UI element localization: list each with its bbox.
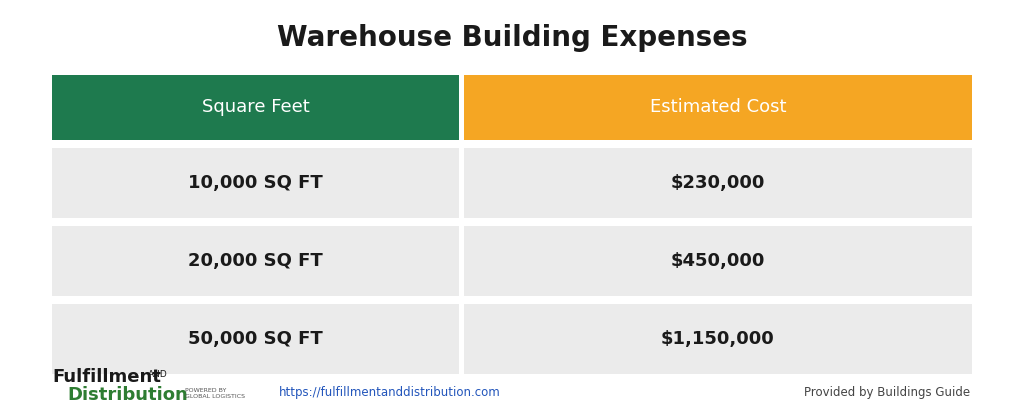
Text: $230,000: $230,000 bbox=[671, 174, 765, 192]
Bar bbox=[52, 75, 459, 140]
Text: Estimated Cost: Estimated Cost bbox=[649, 99, 786, 116]
Bar bbox=[52, 226, 459, 296]
Bar bbox=[464, 148, 972, 218]
Text: Warehouse Building Expenses: Warehouse Building Expenses bbox=[276, 24, 748, 52]
Text: https://fulfillmentanddistribution.com: https://fulfillmentanddistribution.com bbox=[280, 386, 501, 399]
Text: Distribution: Distribution bbox=[67, 386, 187, 404]
Bar bbox=[52, 148, 459, 218]
Text: $1,150,000: $1,150,000 bbox=[662, 330, 775, 348]
Bar bbox=[464, 75, 972, 140]
Text: Square Feet: Square Feet bbox=[202, 99, 309, 116]
Text: 20,000 SQ FT: 20,000 SQ FT bbox=[188, 252, 323, 270]
Text: POWERED BY
GLOBAL LOGISTICS: POWERED BY GLOBAL LOGISTICS bbox=[185, 388, 245, 399]
Text: $450,000: $450,000 bbox=[671, 252, 765, 270]
Bar bbox=[464, 226, 972, 296]
Text: Provided by Buildings Guide: Provided by Buildings Guide bbox=[804, 386, 970, 399]
Bar bbox=[52, 304, 459, 374]
Text: AND: AND bbox=[148, 370, 168, 379]
Text: 10,000 SQ FT: 10,000 SQ FT bbox=[188, 174, 323, 192]
Text: 50,000 SQ FT: 50,000 SQ FT bbox=[188, 330, 323, 348]
Bar bbox=[464, 304, 972, 374]
Text: Fulfillment: Fulfillment bbox=[52, 368, 161, 386]
